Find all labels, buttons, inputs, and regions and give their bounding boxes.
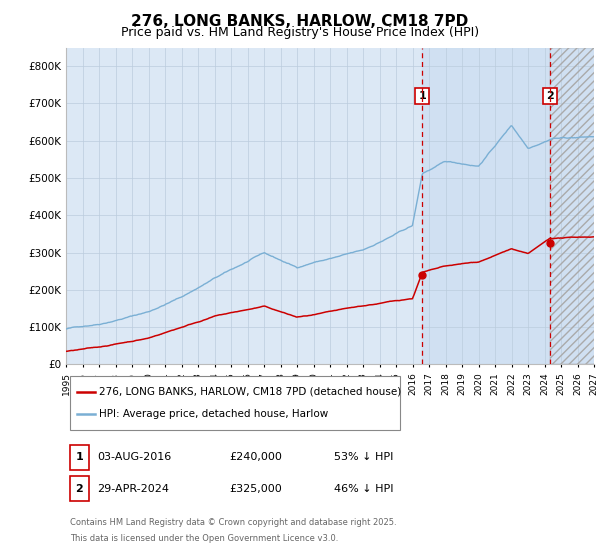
Bar [70, 376, 400, 430]
Text: 2: 2 [76, 484, 83, 494]
Text: Contains HM Land Registry data © Crown copyright and database right 2025.: Contains HM Land Registry data © Crown c… [70, 518, 397, 527]
Text: 46% ↓ HPI: 46% ↓ HPI [334, 484, 394, 494]
Text: 1: 1 [76, 452, 83, 462]
Text: 2: 2 [546, 91, 554, 101]
Text: 276, LONG BANKS, HARLOW, CM18 7PD: 276, LONG BANKS, HARLOW, CM18 7PD [131, 14, 469, 29]
Text: 29-APR-2024: 29-APR-2024 [97, 484, 169, 494]
Bar [550, 48, 600, 365]
Text: £325,000: £325,000 [229, 484, 281, 494]
Text: 03-AUG-2016: 03-AUG-2016 [97, 452, 171, 462]
Text: This data is licensed under the Open Government Licence v3.0.: This data is licensed under the Open Gov… [70, 534, 339, 543]
Text: HPI: Average price, detached house, Harlow: HPI: Average price, detached house, Harl… [100, 409, 329, 419]
Text: Price paid vs. HM Land Registry's House Price Index (HPI): Price paid vs. HM Land Registry's House … [121, 26, 479, 39]
FancyBboxPatch shape [70, 445, 89, 469]
Text: 1: 1 [418, 91, 426, 101]
FancyBboxPatch shape [70, 477, 89, 501]
Bar [422, 48, 600, 365]
Text: 276, LONG BANKS, HARLOW, CM18 7PD (detached house): 276, LONG BANKS, HARLOW, CM18 7PD (detac… [100, 386, 401, 396]
Text: 53% ↓ HPI: 53% ↓ HPI [334, 452, 394, 462]
Text: £240,000: £240,000 [229, 452, 281, 462]
